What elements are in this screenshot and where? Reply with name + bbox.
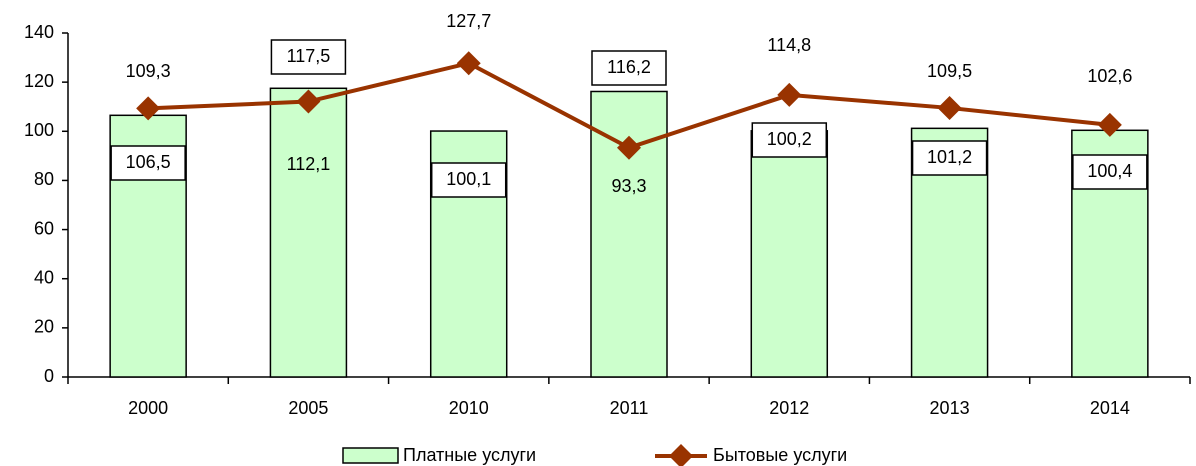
x-tick-label: 2000 [128, 398, 168, 418]
bar [750, 130, 829, 378]
marker [456, 51, 481, 76]
data-label: 109,3 [126, 61, 171, 81]
data-label: 100,4 [1087, 161, 1132, 181]
data-label-box [751, 122, 828, 158]
data-label: 100,1 [446, 169, 491, 189]
data-label: 100,2 [767, 129, 812, 149]
x-tick-label: 2011 [610, 398, 649, 418]
y-tick-label: 80 [34, 169, 54, 189]
legend-marker [669, 444, 693, 466]
y-tick-label: 100 [24, 120, 54, 140]
data-label: 117,5 [287, 46, 331, 66]
bar [269, 87, 348, 378]
marker [136, 96, 161, 121]
x-tick-label: 2014 [1090, 398, 1130, 418]
y-tick-label: 60 [34, 218, 54, 238]
data-label: 109,5 [927, 61, 972, 81]
marker [617, 135, 641, 160]
y-tick-label: 120 [24, 71, 54, 91]
y-tick-label: 140 [24, 22, 54, 42]
data-label: 127,7 [446, 11, 491, 31]
legend-label: Бытовые услуги [713, 445, 847, 465]
data-label-box [430, 162, 507, 198]
y-tick-label: 0 [44, 366, 54, 386]
data-label: 116,2 [607, 57, 651, 77]
data-label: 114,8 [767, 35, 811, 55]
x-tick-label: 2005 [288, 398, 328, 418]
y-tick-label: 40 [34, 267, 54, 287]
data-label: 101,2 [927, 147, 972, 167]
x-tick-label: 2013 [930, 398, 970, 418]
marker [296, 89, 321, 114]
data-label: 102,6 [1087, 66, 1132, 86]
legend-label: Платные услуги [403, 445, 536, 465]
marker [1097, 112, 1122, 137]
marker [937, 95, 962, 120]
data-label-box [911, 140, 988, 176]
legend-swatch [342, 447, 399, 464]
data-label: 106,5 [126, 152, 171, 172]
data-label-box [591, 50, 667, 86]
data-label-box [110, 145, 186, 181]
data-label-box [1072, 154, 1148, 190]
x-tick-label: 2010 [449, 398, 489, 418]
data-label: 112,1 [287, 154, 331, 174]
y-tick-label: 20 [34, 317, 54, 337]
data-label: 93,3 [611, 176, 646, 196]
x-tick-label: 2012 [769, 398, 809, 418]
marker [777, 82, 802, 107]
data-label-box [270, 39, 347, 75]
